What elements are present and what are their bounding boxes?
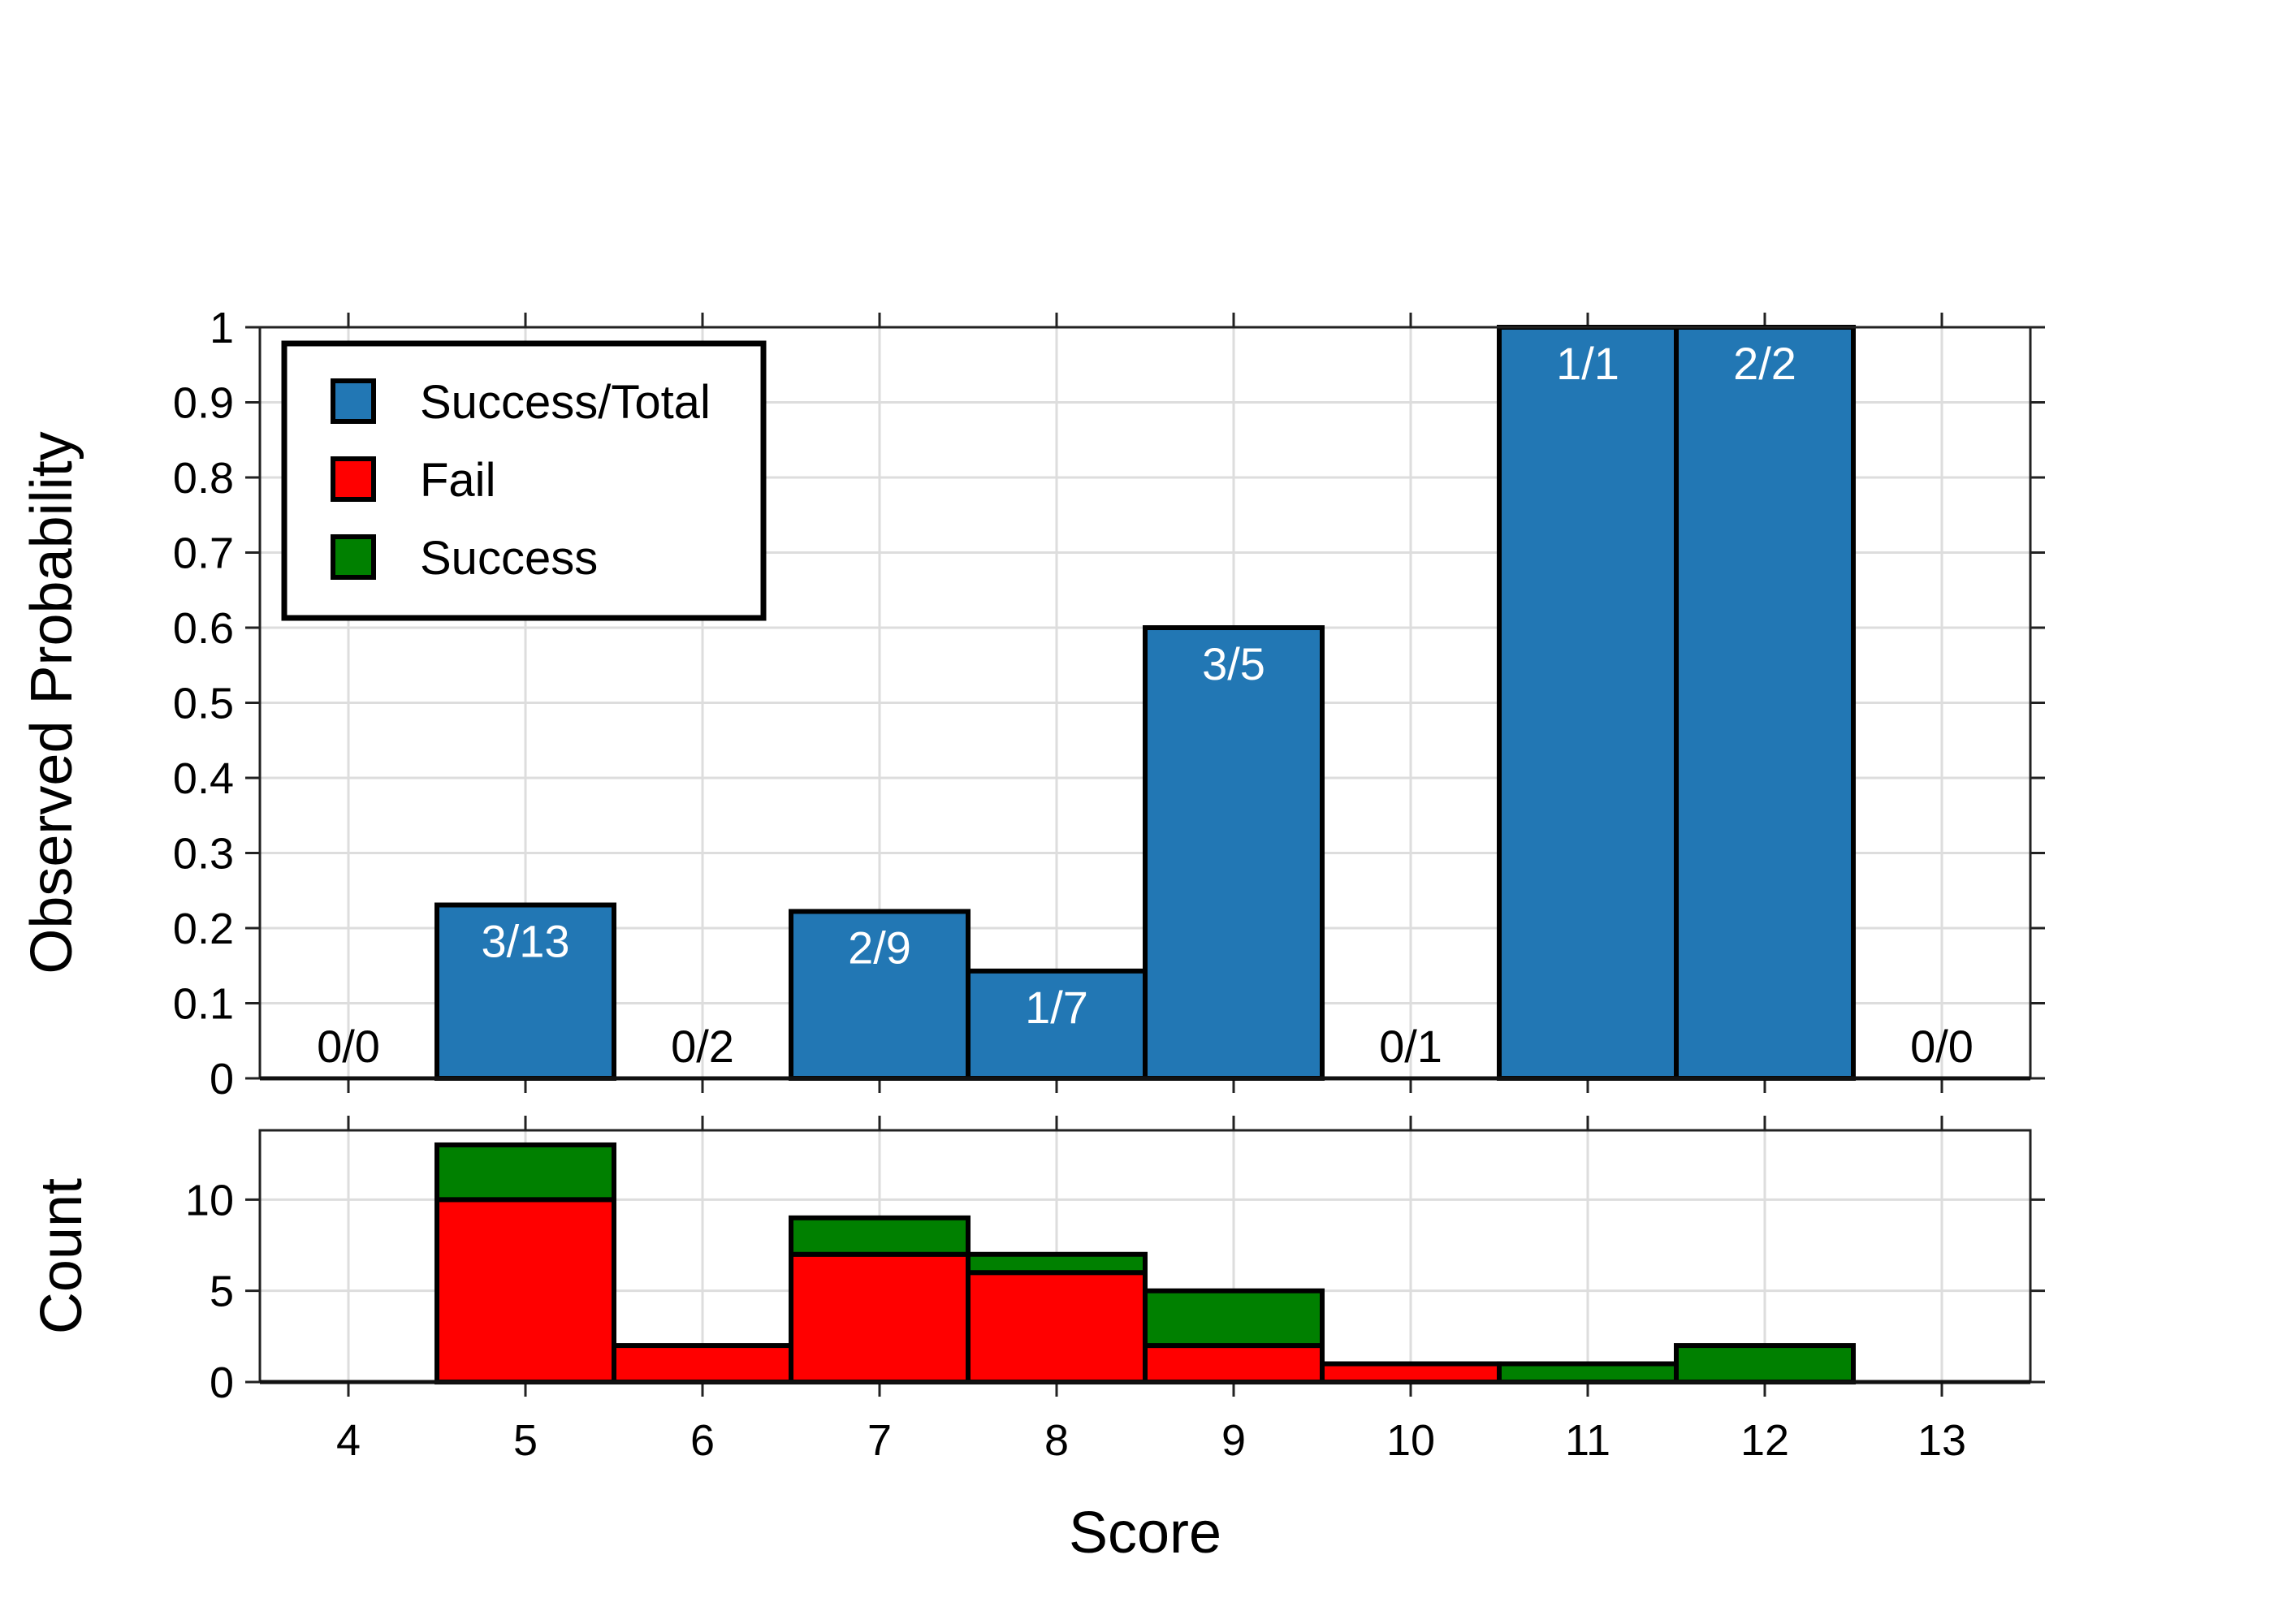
prob-bar-label: 1/7: [1025, 982, 1088, 1033]
prob-bar-label: 1/1: [1556, 338, 1619, 389]
prob-ytick-label: 0.9: [173, 379, 234, 428]
legend-label: Fail: [420, 454, 495, 507]
count-bar-fail: [966, 1270, 1148, 1385]
legend-swatch: [331, 378, 376, 424]
prob-ytick-label: 0.2: [173, 905, 234, 953]
legend-label: Success: [420, 532, 598, 585]
x-tick-label: 6: [690, 1416, 715, 1465]
prob-ytick-label: 0.8: [173, 454, 234, 503]
count-bar-success: [789, 1215, 971, 1257]
prob-ytick-label: 0.3: [173, 830, 234, 879]
prob-bar-label: 0/0: [317, 1021, 380, 1072]
prob-ytick-label: 0.4: [173, 754, 234, 803]
x-axis-title: Score: [1069, 1501, 1221, 1566]
x-tick-label: 10: [1386, 1416, 1435, 1465]
prob-ytick-label: 0.6: [173, 604, 234, 653]
x-tick-label: 8: [1044, 1416, 1069, 1465]
count-bar-fail: [612, 1343, 793, 1385]
prob-bar-label: 2/9: [848, 922, 911, 973]
count-bar-success: [1497, 1361, 1679, 1385]
x-tick-label: 12: [1740, 1416, 1789, 1465]
y-axis-title-probability: Observed Probability: [19, 431, 84, 974]
prob-ytick-label: 0.1: [173, 980, 234, 1029]
prob-bar-label: 2/2: [1733, 338, 1796, 389]
legend-swatch: [331, 456, 376, 502]
prob-bar-label: 3/13: [482, 916, 570, 967]
count-bar-success: [1143, 1288, 1325, 1349]
x-tick-label: 7: [867, 1416, 892, 1465]
prob-bar-label: 3/5: [1202, 638, 1265, 689]
legend: Success/Total Fail Success: [281, 340, 767, 621]
prob-bar: [1497, 325, 1679, 1081]
x-tick-label: 13: [1917, 1416, 1966, 1465]
count-bar-fail: [1320, 1361, 1502, 1385]
prob-bar-label: 0/1: [1379, 1021, 1442, 1072]
count-ytick-label: 10: [185, 1176, 234, 1224]
count-bar-fail: [789, 1251, 971, 1385]
prob-ytick-label: 1: [210, 304, 234, 352]
count-bar-success: [1674, 1343, 1856, 1385]
count-panel: 0 5 10 4 5 6 7 8 9 10 11 12 13: [185, 1116, 2045, 1465]
x-tick-label: 5: [513, 1416, 538, 1465]
count-bar-success: [966, 1251, 1148, 1276]
x-tick-label: 9: [1221, 1416, 1246, 1465]
legend-swatch: [331, 534, 376, 580]
prob-bar: [434, 902, 616, 1082]
prob-bar: [1143, 625, 1325, 1081]
y-axis-title-count: Count: [29, 1178, 94, 1334]
prob-ytick-label: 0.7: [173, 529, 234, 578]
prob-ytick-label: 0.5: [173, 680, 234, 728]
x-tick-label: 11: [1565, 1416, 1610, 1465]
x-tick-label: 4: [336, 1416, 361, 1465]
count-bar-success: [434, 1142, 616, 1203]
count-ytick-label: 0: [210, 1358, 234, 1407]
count-ytick-label: 5: [210, 1268, 234, 1316]
prob-bar-label: 0/2: [671, 1021, 734, 1072]
prob-ytick-label: 0: [210, 1055, 234, 1104]
probability-panel: 0 0.1 0.2 0.3 0.4 0.5 0.6 0.7 0.8 0.9 1 0/0 3/13 0/2 2…: [173, 304, 2045, 1104]
legend-label: Success/Total: [420, 376, 711, 429]
prob-bar: [1674, 325, 1856, 1081]
prob-bar-label: 0/0: [1910, 1021, 1974, 1072]
count-bar-fail: [1143, 1343, 1325, 1385]
count-bar-fail: [434, 1197, 616, 1384]
